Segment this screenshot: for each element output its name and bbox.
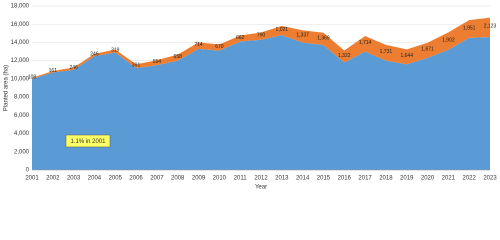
chart: Planted area (ha) Year 0 2,000 4,000 6,000 8… bbox=[4, 4, 498, 191]
data-label: 554 bbox=[153, 59, 162, 65]
data-label: 2,123 bbox=[484, 24, 497, 30]
y-tick-label: 2,000 bbox=[14, 149, 30, 155]
y-tick-label: 4,000 bbox=[14, 131, 30, 137]
data-label: 1,337 bbox=[296, 33, 309, 39]
annotation: 1.1% in 2001 bbox=[70, 139, 106, 145]
y-tick-label: 12,000 bbox=[11, 58, 30, 64]
y-tick-label: 18,000 bbox=[11, 4, 30, 10]
data-label: 1,322 bbox=[338, 53, 351, 59]
x-tick-label: 2017 bbox=[358, 176, 372, 182]
x-tick-label: 2021 bbox=[442, 176, 456, 182]
x-tick-label: 2018 bbox=[379, 176, 393, 182]
data-label: 391 bbox=[132, 63, 141, 69]
data-label: 1,902 bbox=[442, 37, 455, 43]
y-tick-label: 14,000 bbox=[11, 40, 30, 46]
y-tick-label: 8,000 bbox=[14, 95, 30, 101]
data-label: 1,369 bbox=[317, 35, 330, 41]
y-tick-label: 6,000 bbox=[14, 113, 30, 119]
y-tick-label: 10,000 bbox=[11, 76, 30, 82]
x-tick-label: 2001 bbox=[25, 176, 39, 182]
data-label: 714 bbox=[194, 42, 203, 48]
data-label: 246 bbox=[69, 65, 78, 71]
x-tick-label: 2022 bbox=[463, 176, 477, 182]
x-axis-label: Year bbox=[255, 185, 267, 191]
x-tick-label: 2010 bbox=[213, 176, 227, 182]
data-label: 670 bbox=[215, 44, 224, 50]
data-label: 1,021 bbox=[276, 27, 289, 33]
y-axis-label: Planted area (ha) bbox=[4, 65, 10, 111]
y-tick-label: 16,000 bbox=[11, 22, 30, 28]
data-label: 319 bbox=[111, 47, 120, 53]
x-tick-label: 2003 bbox=[67, 176, 81, 182]
x-tick-label: 2009 bbox=[192, 176, 206, 182]
data-label: 1,714 bbox=[359, 40, 372, 46]
area bbox=[32, 17, 490, 79]
data-label: 1,731 bbox=[380, 49, 393, 55]
x-tick-label: 2007 bbox=[150, 176, 164, 182]
y-tick-label: 0 bbox=[26, 168, 30, 174]
x-tick-label: 2011 bbox=[234, 176, 248, 182]
x-tick-label: 2006 bbox=[129, 176, 143, 182]
data-label: 1,951 bbox=[463, 25, 476, 31]
data-label: 658 bbox=[174, 54, 183, 60]
x-tick-label: 2019 bbox=[400, 176, 414, 182]
data-label: 161 bbox=[49, 68, 58, 74]
x-tick-label: 2008 bbox=[171, 176, 185, 182]
data-label: 108 bbox=[28, 75, 37, 81]
x-tick-label: 2004 bbox=[88, 176, 102, 182]
x-tick-label: 2020 bbox=[421, 176, 435, 182]
data-label: 1,671 bbox=[421, 47, 434, 53]
data-label: 662 bbox=[236, 35, 245, 41]
data-label: 246 bbox=[90, 51, 99, 57]
x-tick-label: 2023 bbox=[483, 176, 497, 182]
x-tick-label: 2015 bbox=[317, 176, 331, 182]
x-tick-label: 2002 bbox=[46, 176, 60, 182]
x-tick-label: 2012 bbox=[254, 176, 268, 182]
data-label: 1,644 bbox=[400, 53, 413, 59]
x-tick-label: 2014 bbox=[296, 176, 310, 182]
annotation-box bbox=[65, 134, 111, 148]
data-label: 790 bbox=[257, 32, 266, 38]
area bbox=[32, 35, 490, 171]
x-tick-label: 2016 bbox=[338, 176, 352, 182]
x-tick-label: 2005 bbox=[109, 176, 123, 182]
x-tick-label: 2013 bbox=[275, 176, 289, 182]
